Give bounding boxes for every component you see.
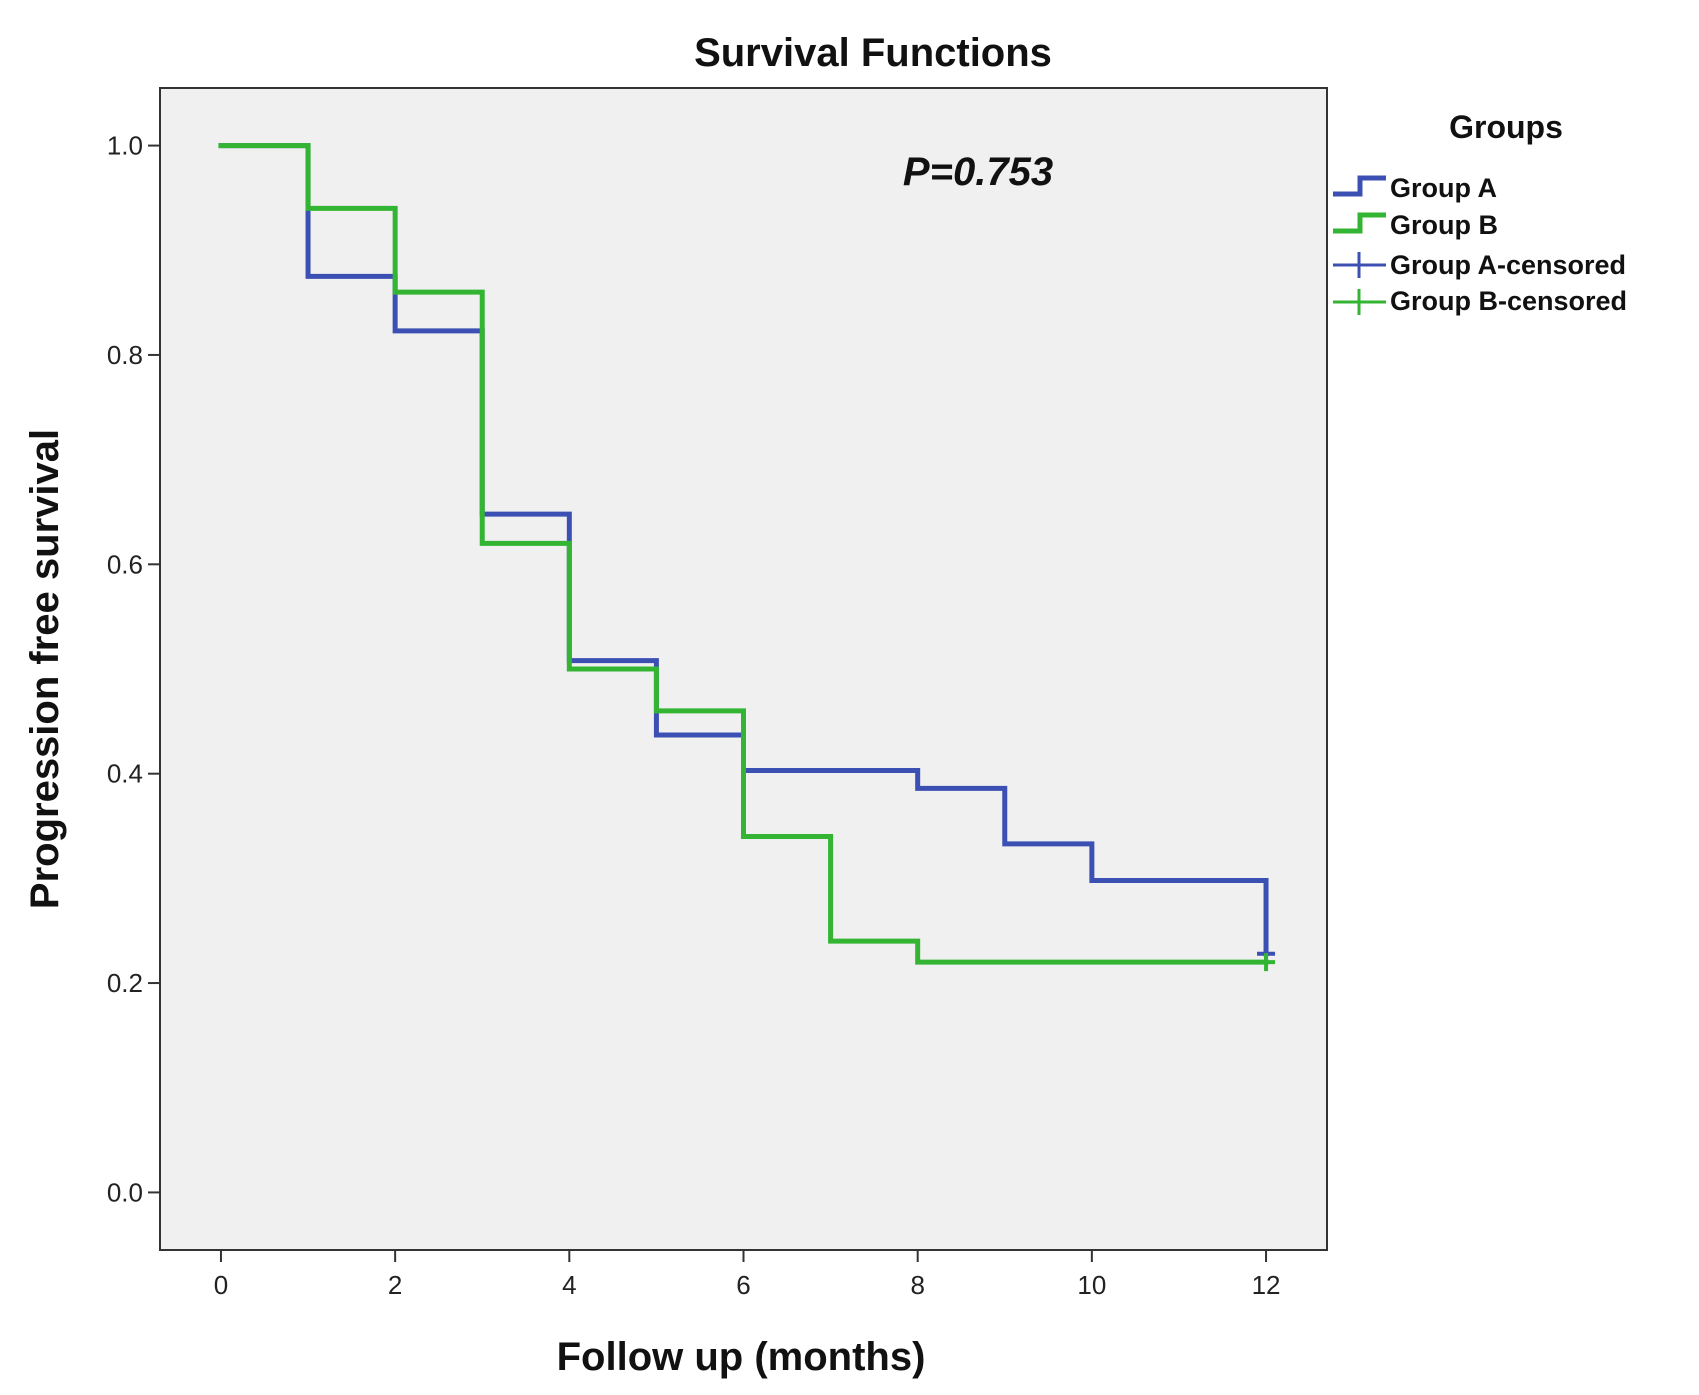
x-tick-label: 10 [1077, 1270, 1106, 1300]
x-tick-label: 0 [214, 1270, 228, 1300]
x-axis-ticks: 0 2 4 6 8 10 12 [214, 1250, 1281, 1300]
plot-area [159, 87, 1328, 1251]
legend-label-group-a: Group A [1390, 173, 1497, 203]
chart-title: Survival Functions [694, 31, 1052, 75]
legend-title: Groups [1449, 109, 1563, 145]
legend-label-group-b-censored: Group B-censored [1390, 286, 1627, 316]
series-layer [218, 143, 1276, 972]
legend-entry-group-a: Group A [1333, 173, 1497, 203]
x-tick-label: 12 [1252, 1270, 1281, 1300]
series-line-group-b [218, 143, 1269, 965]
p-value-annotation: P=0.753 [903, 150, 1053, 194]
y-axis-title: Progression free survival [23, 429, 67, 909]
censor-mark-group-b [1257, 953, 1276, 972]
legend-entry-group-b-censored: Group B-censored [1333, 286, 1627, 316]
legend-label-group-a-censored: Group A-censored [1390, 250, 1626, 280]
x-tick-label: 8 [910, 1270, 924, 1300]
y-tick-label: 0.4 [107, 759, 143, 789]
y-tick-label: 0.0 [107, 1177, 143, 1207]
x-axis-title: Follow up (months) [557, 1335, 926, 1379]
legend-entry-group-a-censored: Group A-censored [1333, 250, 1626, 280]
x-tick-label: 6 [736, 1270, 750, 1300]
x-tick-label: 2 [388, 1270, 402, 1300]
y-tick-label: 0.2 [107, 968, 143, 998]
y-tick-label: 0.8 [107, 340, 143, 370]
y-axis-ticks: 0.0 0.2 0.4 0.6 0.8 1.0 [107, 131, 160, 1207]
legend-censor-swatch-group-b [1333, 289, 1386, 315]
legend: Groups Group A Group B Group A-censored … [1333, 109, 1627, 316]
legend-step-swatch-group-a [1333, 175, 1386, 197]
legend-entry-group-b: Group B [1333, 210, 1498, 240]
legend-censor-swatch-group-a [1333, 252, 1386, 278]
y-tick-label: 1.0 [107, 131, 143, 161]
legend-step-swatch-group-b [1333, 212, 1386, 234]
legend-label-group-b: Group B [1390, 210, 1498, 240]
x-tick-label: 4 [562, 1270, 576, 1300]
y-tick-label: 0.6 [107, 549, 143, 579]
